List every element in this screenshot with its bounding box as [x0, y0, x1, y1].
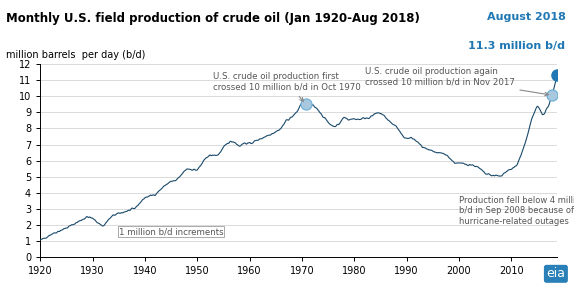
- Text: eia: eia: [546, 267, 565, 280]
- Text: Production fell below 4 million
b/d in Sep 2008 because of
hurricane-related out: Production fell below 4 million b/d in S…: [459, 196, 574, 226]
- Text: 11.3 million b/d: 11.3 million b/d: [468, 41, 565, 51]
- Text: Monthly U.S. field production of crude oil (Jan 1920-Aug 2018): Monthly U.S. field production of crude o…: [6, 12, 420, 25]
- Text: 1 million b/d increments: 1 million b/d increments: [119, 227, 223, 236]
- Text: million barrels  per day (b/d): million barrels per day (b/d): [6, 50, 145, 60]
- Text: U.S. crude oil production again
crossed 10 million b/d in Nov 2017: U.S. crude oil production again crossed …: [365, 67, 548, 96]
- Text: August 2018: August 2018: [487, 12, 565, 22]
- Text: U.S. crude oil production first
crossed 10 million b/d in Oct 1970: U.S. crude oil production first crossed …: [213, 72, 360, 101]
